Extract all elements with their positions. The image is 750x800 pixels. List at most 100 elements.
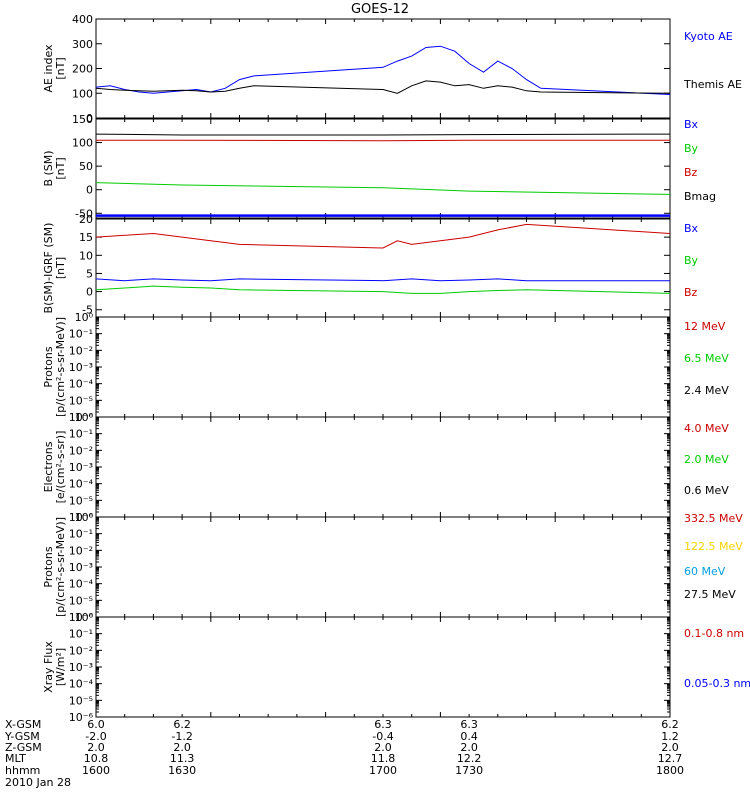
legend-entry: 4.0 MeV [684,422,729,435]
footer-row-value: -0.4 [372,730,393,743]
series-line-bmag [95,133,671,136]
footer-row-value: 12.7 [658,752,683,765]
y-tick-label: 10⁻² [69,544,93,557]
footer-row-value: 11.3 [170,752,195,765]
y-axis-label-unit: [W/m²] [54,648,67,686]
y-tick-label: 10⁰ [75,611,94,624]
legend-entry: 0.05-0.3 nm [684,677,750,690]
footer-row-value: 2.0 [661,741,679,754]
footer-row-value: 6.2 [661,718,679,731]
y-tick-label: 10⁻⁴ [69,478,94,491]
legend-entry: Bx [684,222,699,235]
footer-row-value: 2.0 [87,741,105,754]
y-tick-label: 100 [72,137,93,150]
y-axis-label-line: Xray Flux [42,641,55,693]
legend-entry: 27.5 MeV [684,588,736,601]
footer-row-value: 2.0 [374,741,392,754]
y-axis-label-line: Protons [42,546,55,587]
legend-entry: Bx [684,118,699,131]
y-axis-label-line: B(SM)-IGRF (SM) [42,223,55,314]
legend-entry: 332.5 MeV [684,512,743,525]
y-tick-label: -5 [82,304,93,317]
y-axis-label: Xray Flux[W/m²] [42,641,67,693]
plot-title: GOES-12 [351,2,409,17]
orbit-footer: X-GSM 6.0 6.2 6.3 6.3 6.2 Y-GSM -2.0 -1.2 -0.4 0.4… [4,718,684,789]
panel-6: 10⁰10⁻¹10⁻²10⁻³10⁻⁴10⁻⁵10⁻⁶Protons[p/(cm… [42,511,743,624]
series-line-bx [95,278,670,282]
footer-row-label: hhmm [5,764,40,777]
y-tick-label: 10⁻⁶ [69,411,94,424]
series-line-by [95,285,671,294]
y-tick-label: 10⁻⁴ [69,378,94,391]
y-tick-label: 150 [72,113,93,126]
y-axis-label-unit: [nT] [54,257,67,279]
footer-row-value: 2.0 [173,741,191,754]
y-axis-label-unit: [p/(cm²-s-sr-MeV)] [54,317,67,417]
y-tick-label: 15 [79,231,93,244]
legend-entry: Kyoto AE [684,30,733,43]
y-tick-label: 10⁻⁴ [69,678,94,691]
y-tick-label: 10 [79,249,93,262]
legend-entry: 0.6 MeV [684,484,729,497]
y-tick-label: 10⁻⁶ [69,711,94,724]
y-tick-label: 10⁻⁵ [69,594,93,607]
y-tick-label: 10⁻⁵ [69,494,93,507]
panel-1: 400 300 200 100 0 AE index[nT] Kyoto AE Themis … [42,13,742,125]
footer-row-value: -1.2 [171,730,192,743]
y-tick-label: 10⁻² [69,444,93,457]
y-tick-label: 10⁻² [69,344,93,357]
y-tick-label: 10⁻³ [69,561,93,574]
legend-entry: 6.5 MeV [684,352,729,365]
legend-entry: Themis AE [683,78,742,91]
y-tick-label: 10⁰ [75,511,94,524]
y-tick-label: 10⁻⁶ [69,511,94,524]
y-axis-label-unit: [nT] [54,57,67,79]
y-tick-label: 0 [86,286,93,299]
y-tick-label: 10⁻⁴ [69,578,94,591]
series-line-kyoto-ae [95,45,671,95]
legend-entry: Bz [684,286,698,299]
footer-row-value: 1700 [369,764,397,777]
footer-row-value: 1630 [168,764,196,777]
panel-2: 150 100 50 0 -50 B (SM)[nT] Bx By Bz Bmag [42,113,716,220]
legend-entry: 122.5 MeV [684,540,743,553]
y-tick-label: 10⁻¹ [69,528,93,541]
footer-row-value: 6.2 [173,718,191,731]
y-tick-label: 10⁻¹ [69,428,93,441]
y-tick-label: 10⁻³ [69,461,93,474]
y-axis-label: Protons[p/(cm²-s-sr-MeV)] [42,517,67,617]
footer-row-label: Z-GSM [5,741,42,754]
footer-row-value: 1.2 [661,730,679,743]
panel-5: 10⁰ 10⁻¹ 10⁻² 10⁻³ 10⁻⁴ 10⁻⁵ 10⁻⁶Electrons[e/(… [42,411,729,524]
legend-entry: By [684,142,699,155]
series-line-themis-ae [95,80,671,94]
panel-frame [95,18,671,119]
footer-row-value: 6.3 [374,718,392,731]
footer-row-value: 0.4 [460,730,478,743]
y-tick-label: 50 [79,160,93,173]
y-tick-label: 20 [79,213,93,226]
y-tick-label: 10⁻¹ [69,628,93,641]
legend-entry: 0.1-0.8 nm [684,627,744,640]
panel-3: 20 15 10 5 0 -5 B(SM)-IGRF (SM)[nT] Bx By Bz [42,213,699,318]
y-axis-label: B(SM)-IGRF (SM)[nT] [42,223,67,314]
y-axis-label: Electrons[e/(cm²-s-sr)] [42,431,67,504]
y-tick-label: 10⁻¹ [69,328,93,341]
footer-row-value: 11.8 [371,752,396,765]
y-axis-label-line: Electrons [42,441,55,492]
y-tick-label: 100 [72,87,93,100]
y-axis-label: B (SM)[nT] [42,150,67,186]
y-axis-label-line: B (SM) [42,150,55,186]
y-tick-label: 10⁻⁵ [69,694,93,707]
legend-entry: Bz [684,166,698,179]
panel-frame [95,416,671,518]
y-tick-label: 200 [72,63,93,76]
footer-row-label: Y-GSM [4,730,40,743]
y-tick-label: 0 [86,184,93,197]
footer-row-label: X-GSM [5,718,41,731]
y-axis-label-line: Protons [42,346,55,387]
footer-row-value: 1800 [656,764,684,777]
y-axis-label-unit: [p/(cm²-s-sr-MeV)] [54,517,67,617]
y-tick-label: -50 [75,207,93,220]
